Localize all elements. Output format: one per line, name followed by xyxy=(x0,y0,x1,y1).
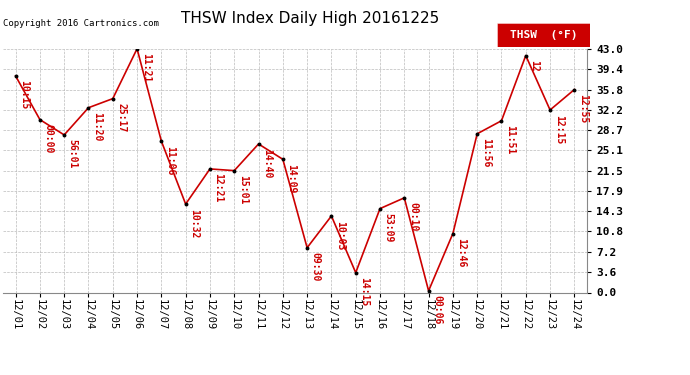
Point xyxy=(59,132,70,138)
Text: 00:06: 00:06 xyxy=(432,296,442,325)
Point xyxy=(351,270,362,276)
Text: 10:32: 10:32 xyxy=(189,209,199,238)
Point xyxy=(472,131,483,137)
Point xyxy=(399,195,410,201)
Point xyxy=(375,206,386,212)
Text: 53:09: 53:09 xyxy=(384,213,394,243)
Point xyxy=(107,96,118,102)
Point xyxy=(520,53,531,58)
Point xyxy=(34,117,46,123)
Text: 12:46: 12:46 xyxy=(457,238,466,267)
Point xyxy=(180,201,191,207)
Point xyxy=(544,107,555,113)
Text: 09:30: 09:30 xyxy=(310,252,321,282)
Text: 12: 12 xyxy=(529,60,540,72)
Text: 25:17: 25:17 xyxy=(117,103,126,132)
Text: Copyright 2016 Cartronics.com: Copyright 2016 Cartronics.com xyxy=(3,20,159,28)
Point xyxy=(228,168,239,174)
Text: 11:56: 11:56 xyxy=(481,138,491,168)
Text: 56:01: 56:01 xyxy=(68,140,78,169)
Point xyxy=(326,213,337,219)
Point xyxy=(204,166,215,172)
Point xyxy=(132,46,143,52)
Text: 12:55: 12:55 xyxy=(578,94,588,123)
Text: 14:15: 14:15 xyxy=(359,277,369,307)
Point xyxy=(302,245,313,251)
Point xyxy=(253,141,264,147)
Text: 00:00: 00:00 xyxy=(43,124,54,153)
Text: 10:15: 10:15 xyxy=(19,81,29,110)
Point xyxy=(277,156,288,162)
Point xyxy=(447,231,458,237)
Text: 12:15: 12:15 xyxy=(553,114,564,144)
Point xyxy=(156,138,167,144)
Text: 10:03: 10:03 xyxy=(335,220,345,250)
Text: 14:09: 14:09 xyxy=(286,164,297,193)
Text: 00:10: 00:10 xyxy=(408,202,418,232)
Text: 14:40: 14:40 xyxy=(262,148,272,178)
Point xyxy=(10,73,21,79)
Text: 15:01: 15:01 xyxy=(238,175,248,204)
Text: 12:21: 12:21 xyxy=(214,174,224,203)
Text: THSW Index Daily High 20161225: THSW Index Daily High 20161225 xyxy=(181,11,440,26)
Point xyxy=(83,105,94,111)
Point xyxy=(569,87,580,93)
Text: 11:51: 11:51 xyxy=(505,125,515,154)
Point xyxy=(423,288,434,294)
Text: 11:21: 11:21 xyxy=(141,53,150,82)
Text: THSW  (°F): THSW (°F) xyxy=(510,30,577,40)
Text: 11:06: 11:06 xyxy=(165,146,175,175)
Point xyxy=(496,118,507,124)
Text: 11:20: 11:20 xyxy=(92,112,102,142)
